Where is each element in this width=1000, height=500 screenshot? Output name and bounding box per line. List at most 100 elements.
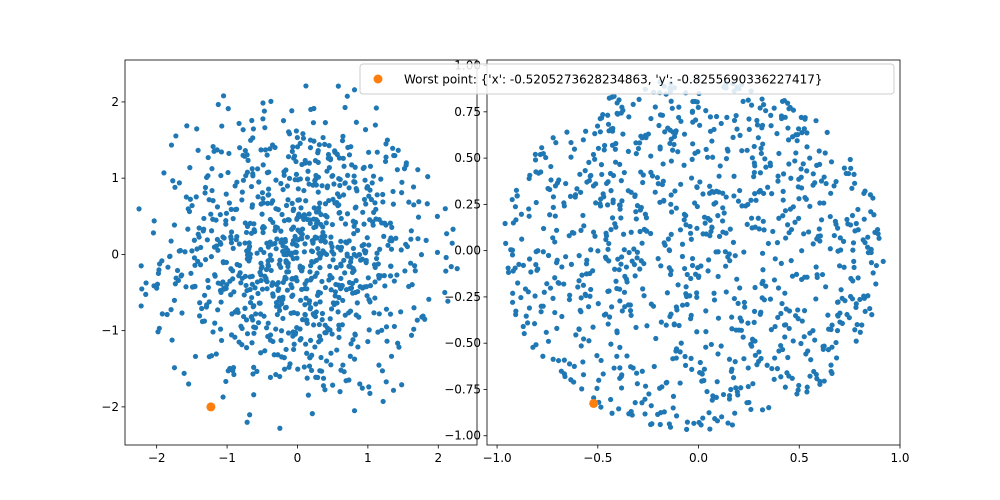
scatter-point xyxy=(202,190,208,196)
scatter-point xyxy=(380,191,386,198)
scatter-point xyxy=(243,173,249,179)
scatter-point xyxy=(610,200,616,206)
scatter-point xyxy=(540,150,546,157)
scatter-point xyxy=(703,108,709,114)
scatter-point xyxy=(789,375,795,381)
scatter-point xyxy=(762,156,768,162)
scatter-point xyxy=(210,198,216,204)
scatter-point xyxy=(755,215,761,221)
scatter-point xyxy=(230,268,236,274)
scatter-point xyxy=(803,196,809,202)
scatter-point xyxy=(408,260,414,266)
scatter-point xyxy=(217,212,223,218)
scatter-point xyxy=(798,166,804,172)
scatter-point xyxy=(813,371,819,378)
scatter-point xyxy=(373,105,379,111)
scatter-point xyxy=(571,146,578,152)
scatter-point xyxy=(215,247,221,253)
scatter-point xyxy=(568,261,575,267)
scatter-point xyxy=(262,348,268,354)
scatter-point xyxy=(344,211,351,217)
scatter-point xyxy=(239,342,245,348)
scatter-point xyxy=(598,357,604,364)
scatter-point xyxy=(213,351,219,357)
scatter-point xyxy=(331,251,337,257)
scatter-point xyxy=(559,313,565,320)
scatter-point xyxy=(159,311,165,317)
scatter-point xyxy=(658,410,664,416)
scatter-point xyxy=(594,353,600,359)
scatter-point xyxy=(357,381,363,387)
scatter-point xyxy=(723,156,730,162)
scatter-point xyxy=(635,145,642,152)
scatter-point xyxy=(526,256,533,262)
scatter-point xyxy=(267,337,274,343)
scatter-point xyxy=(513,311,519,318)
scatter-point xyxy=(621,247,627,253)
scatter-point xyxy=(812,337,818,343)
scatter-point xyxy=(378,176,384,182)
scatter-point xyxy=(628,364,634,370)
scatter-point xyxy=(550,204,556,210)
scatter-point xyxy=(374,192,380,198)
scatter-point xyxy=(278,228,284,234)
scatter-point xyxy=(750,381,756,387)
scatter-point xyxy=(285,197,291,203)
scatter-point xyxy=(214,204,221,210)
scatter-point xyxy=(829,322,835,328)
scatter-point xyxy=(578,309,584,315)
scatter-point xyxy=(545,338,552,344)
scatter-point xyxy=(260,100,266,106)
scatter-point xyxy=(325,151,332,158)
scatter-point xyxy=(399,382,405,388)
scatter-point xyxy=(283,202,290,209)
scatter-point xyxy=(687,230,694,236)
scatter-point xyxy=(668,158,674,164)
scatter-point xyxy=(189,202,195,209)
scatter-point xyxy=(218,289,224,296)
scatter-point xyxy=(513,187,520,193)
scatter-point xyxy=(380,199,386,205)
scatter-point xyxy=(566,296,573,303)
scatter-point xyxy=(384,338,390,344)
legend-label: Worst point: {'x': -0.5205273628234863, … xyxy=(404,73,823,87)
scatter-point xyxy=(379,368,386,374)
scatter-point xyxy=(355,288,361,295)
scatter-point xyxy=(194,126,200,132)
scatter-point xyxy=(308,275,315,281)
scatter-point xyxy=(671,141,677,148)
scatter-point xyxy=(322,212,329,219)
scatter-point xyxy=(454,266,460,272)
scatter-point xyxy=(793,150,799,156)
scatter-point xyxy=(295,366,301,372)
scatter-point xyxy=(315,150,321,156)
scatter-point xyxy=(780,171,787,177)
scatter-point xyxy=(328,362,334,368)
scatter-point xyxy=(682,353,688,360)
scatter-point xyxy=(818,178,825,184)
scatter-point xyxy=(304,286,310,292)
scatter-point xyxy=(276,297,282,303)
scatter-point xyxy=(291,341,297,347)
scatter-point xyxy=(828,190,834,196)
scatter-point xyxy=(707,426,713,432)
scatter-point xyxy=(709,397,715,403)
scatter-point xyxy=(798,174,804,180)
scatter-point xyxy=(317,200,323,206)
scatter-point xyxy=(214,236,220,243)
scatter-point xyxy=(315,189,321,195)
scatter-point xyxy=(621,169,627,176)
scatter-point xyxy=(150,230,157,236)
scatter-point xyxy=(755,135,761,141)
scatter-point xyxy=(317,255,323,261)
scatter-point xyxy=(543,329,549,335)
scatter-point xyxy=(780,197,786,203)
scatter-point xyxy=(254,250,260,256)
scatter-point xyxy=(313,209,320,215)
scatter-point xyxy=(853,301,859,307)
scatter-point xyxy=(733,385,739,391)
scatter-point xyxy=(442,206,448,212)
scatter-point xyxy=(304,375,310,381)
scatter-point xyxy=(168,307,174,313)
